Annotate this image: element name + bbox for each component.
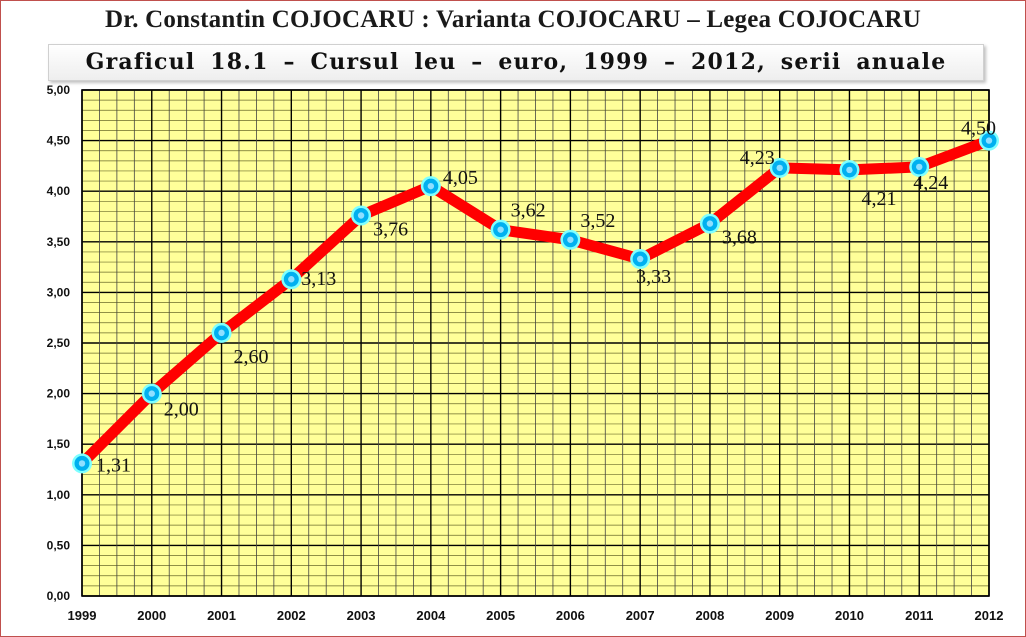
data-label: 4,23 xyxy=(740,147,775,169)
data-label: 2,00 xyxy=(164,399,199,421)
x-tick-label: 2003 xyxy=(347,608,376,623)
data-label: 4,24 xyxy=(913,172,948,194)
y-tick-label: 2,50 xyxy=(47,336,71,350)
series-line xyxy=(76,135,995,469)
x-tick-label: 2006 xyxy=(556,608,585,623)
data-point-center xyxy=(846,166,853,174)
chart-title: Graficul 18.1 – Cursul leu – euro, 1999 … xyxy=(85,49,947,75)
data-point-center xyxy=(567,236,574,243)
y-tick-label: 3,00 xyxy=(47,285,71,299)
y-tick-label: 5,00 xyxy=(47,83,71,97)
x-tick-label: 2007 xyxy=(626,608,655,623)
data-label: 4,50 xyxy=(961,118,996,140)
y-tick-label: 0,00 xyxy=(47,589,71,603)
plot-border xyxy=(81,89,990,597)
x-tick-label: 1999 xyxy=(68,608,97,623)
data-label: 2,60 xyxy=(234,346,269,368)
data-point-center xyxy=(497,226,504,233)
data-label: 1,31 xyxy=(96,454,131,476)
y-tick-label: 0,50 xyxy=(47,538,71,552)
data-point-center xyxy=(776,164,783,172)
data-point-center xyxy=(636,255,644,263)
data-point-center xyxy=(218,329,225,337)
data-label: 3,33 xyxy=(636,266,671,288)
data-label: 3,13 xyxy=(301,268,336,290)
x-tick-label: 2004 xyxy=(416,608,446,623)
data-point-center xyxy=(985,137,993,144)
data-label: 3,62 xyxy=(511,200,546,222)
x-tick-label: 2011 xyxy=(905,608,933,623)
y-tick-label: 4,00 xyxy=(47,184,71,198)
y-tick-label: 2,00 xyxy=(47,387,71,401)
data-label: 3,76 xyxy=(373,218,408,240)
chart-title-box: Graficul 18.1 – Cursul leu – euro, 1999 … xyxy=(48,44,984,81)
x-tick-label: 2000 xyxy=(137,608,166,623)
y-tick-label: 1,50 xyxy=(47,437,71,451)
y-tick-label: 1,00 xyxy=(47,488,71,502)
data-label: 4,05 xyxy=(443,167,478,189)
main-title: Dr. Constantin COJOCARU : Varianta COJOC… xyxy=(105,6,921,33)
data-point-center xyxy=(706,220,714,227)
x-tick-label: 2009 xyxy=(765,608,794,623)
data-label: 3,52 xyxy=(580,210,615,232)
data-label: 4,21 xyxy=(861,188,896,210)
y-tick-label: 3,50 xyxy=(47,235,71,249)
y-tick-label: 4,50 xyxy=(47,134,71,148)
data-point-center xyxy=(427,182,435,190)
data-label: 3,68 xyxy=(722,227,757,249)
x-tick-label: 2012 xyxy=(975,608,1004,623)
x-tick-label: 2001 xyxy=(207,608,236,623)
x-tick-label: 2002 xyxy=(277,608,306,623)
data-point-center xyxy=(288,276,295,283)
data-point-center xyxy=(78,460,86,467)
data-point-center xyxy=(357,212,365,219)
data-point-center xyxy=(916,163,923,171)
x-tick-label: 2010 xyxy=(835,608,864,623)
data-point-center xyxy=(148,390,155,397)
x-tick-label: 2005 xyxy=(486,608,515,623)
x-tick-label: 2008 xyxy=(695,608,724,623)
